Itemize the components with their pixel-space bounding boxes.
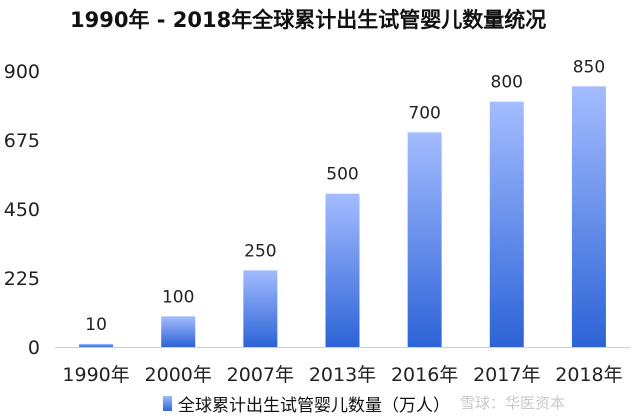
bar xyxy=(325,193,360,347)
data-label: 10 xyxy=(85,315,107,335)
x-tick-label: 1990年 xyxy=(62,364,129,386)
legend-label: 全球累计出生试管婴儿数量（万人） xyxy=(178,396,450,416)
y-tick-label: 225 xyxy=(4,268,40,290)
y-tick-label: 900 xyxy=(4,61,40,83)
x-tick-label: 2007年 xyxy=(227,364,294,386)
x-tick-label: 2000年 xyxy=(145,364,212,386)
x-tick-label: 2013年 xyxy=(309,364,376,386)
x-tick-label: 2018年 xyxy=(555,364,622,386)
bar xyxy=(407,132,442,347)
data-label: 100 xyxy=(162,287,194,307)
data-label: 800 xyxy=(491,73,523,93)
data-label: 850 xyxy=(573,57,605,77)
legend-swatch xyxy=(163,396,172,411)
data-label: 250 xyxy=(244,241,276,261)
bar xyxy=(161,316,196,347)
watermark: 雪球：华医资本 xyxy=(460,394,566,412)
x-tick-label: 2017年 xyxy=(473,364,540,386)
chart-title: 1990年 - 2018年全球累计出生试管婴儿数量统况 xyxy=(70,8,547,32)
x-tick-label: 2016年 xyxy=(391,364,458,386)
bar xyxy=(571,86,606,347)
legend: 全球累计出生试管婴儿数量（万人） xyxy=(163,391,450,416)
y-tick-label: 0 xyxy=(28,337,40,359)
bar xyxy=(243,270,278,347)
y-tick-label: 675 xyxy=(4,130,40,152)
bar xyxy=(79,343,114,347)
data-label: 500 xyxy=(326,165,358,185)
bar xyxy=(489,101,524,348)
data-label: 700 xyxy=(408,103,440,123)
y-tick-label: 450 xyxy=(4,199,40,221)
